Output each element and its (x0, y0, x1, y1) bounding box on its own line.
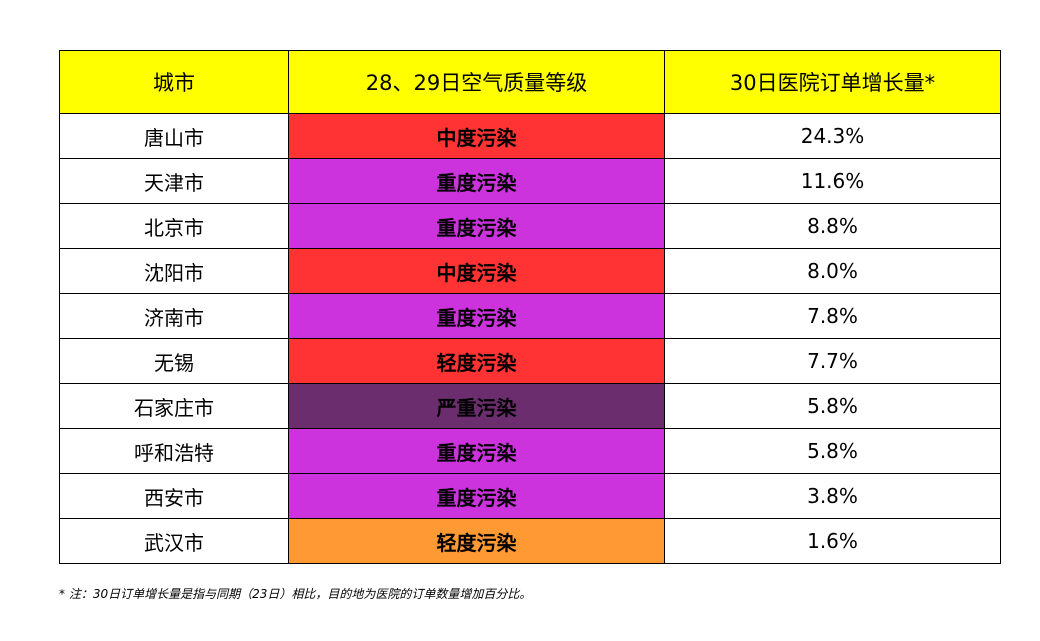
order-growth-cell: 1.6% (664, 518, 1001, 564)
city-cell: 济南市 (59, 293, 289, 339)
air-quality-level-cell: 重度污染 (288, 473, 665, 519)
table-row: 呼和浩特 重度污染 5.8% (59, 428, 1001, 474)
table-row: 唐山市 中度污染 24.3% (59, 113, 1001, 159)
header-row: 城市 28、29日空气质量等级 30日医院订单增长量* (59, 50, 1001, 114)
table-row: 北京市 重度污染 8.8% (59, 203, 1001, 249)
order-growth-cell: 7.7% (664, 338, 1001, 384)
header-order-growth: 30日医院订单增长量* (664, 50, 1001, 114)
air-quality-level-cell: 中度污染 (288, 248, 665, 294)
table-row: 天津市 重度污染 11.6% (59, 158, 1001, 204)
air-quality-level-cell: 重度污染 (288, 158, 665, 204)
air-quality-level-cell: 中度污染 (288, 113, 665, 159)
order-growth-cell: 7.8% (664, 293, 1001, 339)
header-city: 城市 (59, 50, 289, 114)
air-quality-level-cell: 重度污染 (288, 428, 665, 474)
order-growth-cell: 8.8% (664, 203, 1001, 249)
order-growth-cell: 5.8% (664, 383, 1001, 429)
table-row: 西安市 重度污染 3.8% (59, 473, 1001, 519)
city-cell: 北京市 (59, 203, 289, 249)
air-quality-table: 城市 28、29日空气质量等级 30日医院订单增长量* 唐山市 中度污染 24.3%… (59, 50, 1001, 564)
footnote: * 注：30日订单增长量是指与同期（23日）相比，目的地为医院的订单数量增加百分… (59, 587, 532, 601)
table-row: 沈阳市 中度污染 8.0% (59, 248, 1001, 294)
city-cell: 沈阳市 (59, 248, 289, 294)
air-quality-level-cell: 重度污染 (288, 293, 665, 339)
city-cell: 天津市 (59, 158, 289, 204)
air-quality-level-cell: 轻度污染 (288, 518, 665, 564)
table-row: 无锡 轻度污染 7.7% (59, 338, 1001, 384)
city-cell: 无锡 (59, 338, 289, 384)
order-growth-cell: 3.8% (664, 473, 1001, 519)
air-quality-level-cell: 轻度污染 (288, 338, 665, 384)
table-row: 武汉市 轻度污染 1.6% (59, 518, 1001, 564)
air-quality-level-cell: 重度污染 (288, 203, 665, 249)
city-cell: 唐山市 (59, 113, 289, 159)
city-cell: 石家庄市 (59, 383, 289, 429)
city-cell: 武汉市 (59, 518, 289, 564)
order-growth-cell: 11.6% (664, 158, 1001, 204)
table-row: 石家庄市 严重污染 5.8% (59, 383, 1001, 429)
city-cell: 呼和浩特 (59, 428, 289, 474)
order-growth-cell: 8.0% (664, 248, 1001, 294)
header-air-quality: 28、29日空气质量等级 (288, 50, 665, 114)
air-quality-level-cell: 严重污染 (288, 383, 665, 429)
table-row: 济南市 重度污染 7.8% (59, 293, 1001, 339)
order-growth-cell: 24.3% (664, 113, 1001, 159)
order-growth-cell: 5.8% (664, 428, 1001, 474)
city-cell: 西安市 (59, 473, 289, 519)
